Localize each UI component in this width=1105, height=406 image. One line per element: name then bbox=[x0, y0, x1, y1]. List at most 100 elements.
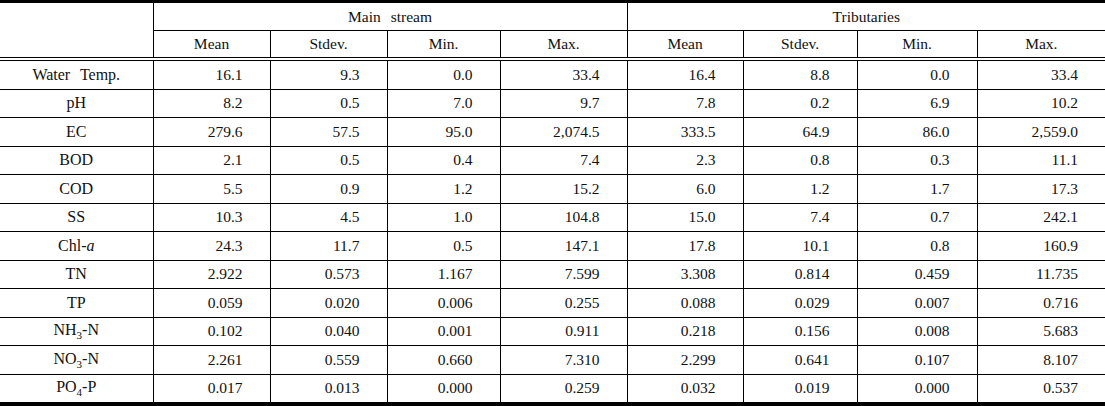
row-label: Chl-a bbox=[0, 232, 153, 261]
value-cell: 0.8 bbox=[743, 146, 857, 175]
value-cell: 0.001 bbox=[387, 317, 500, 346]
value-cell: 2.261 bbox=[153, 346, 270, 375]
value-cell: 0.0 bbox=[387, 59, 500, 89]
value-cell: 2.299 bbox=[627, 346, 743, 375]
column-header-trib-max: Max. bbox=[977, 31, 1105, 60]
value-cell: 242.1 bbox=[977, 203, 1105, 232]
value-cell: 0.040 bbox=[270, 317, 387, 346]
value-cell: 7.599 bbox=[500, 260, 627, 289]
value-cell: 2.1 bbox=[153, 146, 270, 175]
value-cell: 16.1 bbox=[153, 59, 270, 89]
corner-cell bbox=[0, 2, 153, 60]
table-row: TP0.0590.0200.0060.2550.0880.0290.0070.7… bbox=[0, 289, 1105, 318]
group-header-main-stream: Main stream bbox=[153, 2, 627, 31]
value-cell: 333.5 bbox=[627, 118, 743, 147]
value-cell: 7.4 bbox=[500, 146, 627, 175]
value-cell: 0.102 bbox=[153, 317, 270, 346]
table-row: COD5.50.91.215.26.01.21.717.3 bbox=[0, 175, 1105, 204]
value-cell: 15.0 bbox=[627, 203, 743, 232]
value-cell: 7.8 bbox=[627, 89, 743, 118]
table-row: pH8.20.57.09.77.80.26.910.2 bbox=[0, 89, 1105, 118]
value-cell: 0.218 bbox=[627, 317, 743, 346]
column-header-main-stdev: Stdev. bbox=[270, 31, 387, 60]
value-cell: 0.013 bbox=[270, 374, 387, 404]
row-label: SS bbox=[0, 203, 153, 232]
column-header-trib-mean: Mean bbox=[627, 31, 743, 60]
row-label: EC bbox=[0, 118, 153, 147]
value-cell: 11.735 bbox=[977, 260, 1105, 289]
value-cell: 2.3 bbox=[627, 146, 743, 175]
value-cell: 0.107 bbox=[857, 346, 977, 375]
value-cell: 64.9 bbox=[743, 118, 857, 147]
row-label: TP bbox=[0, 289, 153, 318]
value-cell: 57.5 bbox=[270, 118, 387, 147]
table-row: PO4-P0.0170.0130.0000.2590.0320.0190.000… bbox=[0, 374, 1105, 404]
value-cell: 17.8 bbox=[627, 232, 743, 261]
table-row: EC279.657.595.02,074.5333.564.986.02,559… bbox=[0, 118, 1105, 147]
table-row: TN2.9220.5731.1677.5993.3080.8140.45911.… bbox=[0, 260, 1105, 289]
value-cell: 0.255 bbox=[500, 289, 627, 318]
value-cell: 11.1 bbox=[977, 146, 1105, 175]
value-cell: 0.559 bbox=[270, 346, 387, 375]
value-cell: 33.4 bbox=[977, 59, 1105, 89]
value-cell: 7.0 bbox=[387, 89, 500, 118]
group-header-tributaries: Tributaries bbox=[627, 2, 1105, 31]
value-cell: 17.3 bbox=[977, 175, 1105, 204]
column-header-main-min: Min. bbox=[387, 31, 500, 60]
value-cell: 0.020 bbox=[270, 289, 387, 318]
value-cell: 3.308 bbox=[627, 260, 743, 289]
value-cell: 8.107 bbox=[977, 346, 1105, 375]
group-header-row: Main stream Tributaries bbox=[0, 2, 1105, 31]
row-label: pH bbox=[0, 89, 153, 118]
value-cell: 104.8 bbox=[500, 203, 627, 232]
value-cell: 7.310 bbox=[500, 346, 627, 375]
value-cell: 2.922 bbox=[153, 260, 270, 289]
value-cell: 9.3 bbox=[270, 59, 387, 89]
value-cell: 0.3 bbox=[857, 146, 977, 175]
value-cell: 24.3 bbox=[153, 232, 270, 261]
water-quality-statistics-table: Main stream Tributaries Mean Stdev. Min.… bbox=[0, 0, 1105, 406]
value-cell: 1.2 bbox=[743, 175, 857, 204]
value-cell: 15.2 bbox=[500, 175, 627, 204]
value-cell: 5.5 bbox=[153, 175, 270, 204]
value-cell: 5.683 bbox=[977, 317, 1105, 346]
value-cell: 10.1 bbox=[743, 232, 857, 261]
value-cell: 95.0 bbox=[387, 118, 500, 147]
value-cell: 4.5 bbox=[270, 203, 387, 232]
column-header-trib-min: Min. bbox=[857, 31, 977, 60]
value-cell: 0.641 bbox=[743, 346, 857, 375]
value-cell: 0.911 bbox=[500, 317, 627, 346]
table-row: NH3-N0.1020.0400.0010.9110.2180.1560.008… bbox=[0, 317, 1105, 346]
value-cell: 10.2 bbox=[977, 89, 1105, 118]
table-row: Water Temp.16.19.30.033.416.48.80.033.4 bbox=[0, 59, 1105, 89]
value-cell: 279.6 bbox=[153, 118, 270, 147]
value-cell: 0.017 bbox=[153, 374, 270, 404]
value-cell: 1.167 bbox=[387, 260, 500, 289]
table-row: BOD2.10.50.47.42.30.80.311.1 bbox=[0, 146, 1105, 175]
value-cell: 0.573 bbox=[270, 260, 387, 289]
row-label: BOD bbox=[0, 146, 153, 175]
table-row: NO3-N2.2610.5590.6607.3102.2990.6410.107… bbox=[0, 346, 1105, 375]
value-cell: 0.032 bbox=[627, 374, 743, 404]
value-cell: 86.0 bbox=[857, 118, 977, 147]
value-cell: 0.259 bbox=[500, 374, 627, 404]
value-cell: 0.000 bbox=[387, 374, 500, 404]
value-cell: 0.059 bbox=[153, 289, 270, 318]
row-label: TN bbox=[0, 260, 153, 289]
value-cell: 2,559.0 bbox=[977, 118, 1105, 147]
row-label: NO3-N bbox=[0, 346, 153, 375]
row-label: NH3-N bbox=[0, 317, 153, 346]
value-cell: 147.1 bbox=[500, 232, 627, 261]
value-cell: 0.537 bbox=[977, 374, 1105, 404]
value-cell: 0.716 bbox=[977, 289, 1105, 318]
value-cell: 2,074.5 bbox=[500, 118, 627, 147]
row-label: PO4-P bbox=[0, 374, 153, 404]
table-header: Main stream Tributaries Mean Stdev. Min.… bbox=[0, 2, 1105, 60]
value-cell: 160.9 bbox=[977, 232, 1105, 261]
row-label: COD bbox=[0, 175, 153, 204]
value-cell: 0.006 bbox=[387, 289, 500, 318]
document-page: Main stream Tributaries Mean Stdev. Min.… bbox=[0, 0, 1105, 406]
column-header-main-max: Max. bbox=[500, 31, 627, 60]
column-header-row: Mean Stdev. Min. Max. Mean Stdev. Min. M… bbox=[0, 31, 1105, 60]
value-cell: 33.4 bbox=[500, 59, 627, 89]
